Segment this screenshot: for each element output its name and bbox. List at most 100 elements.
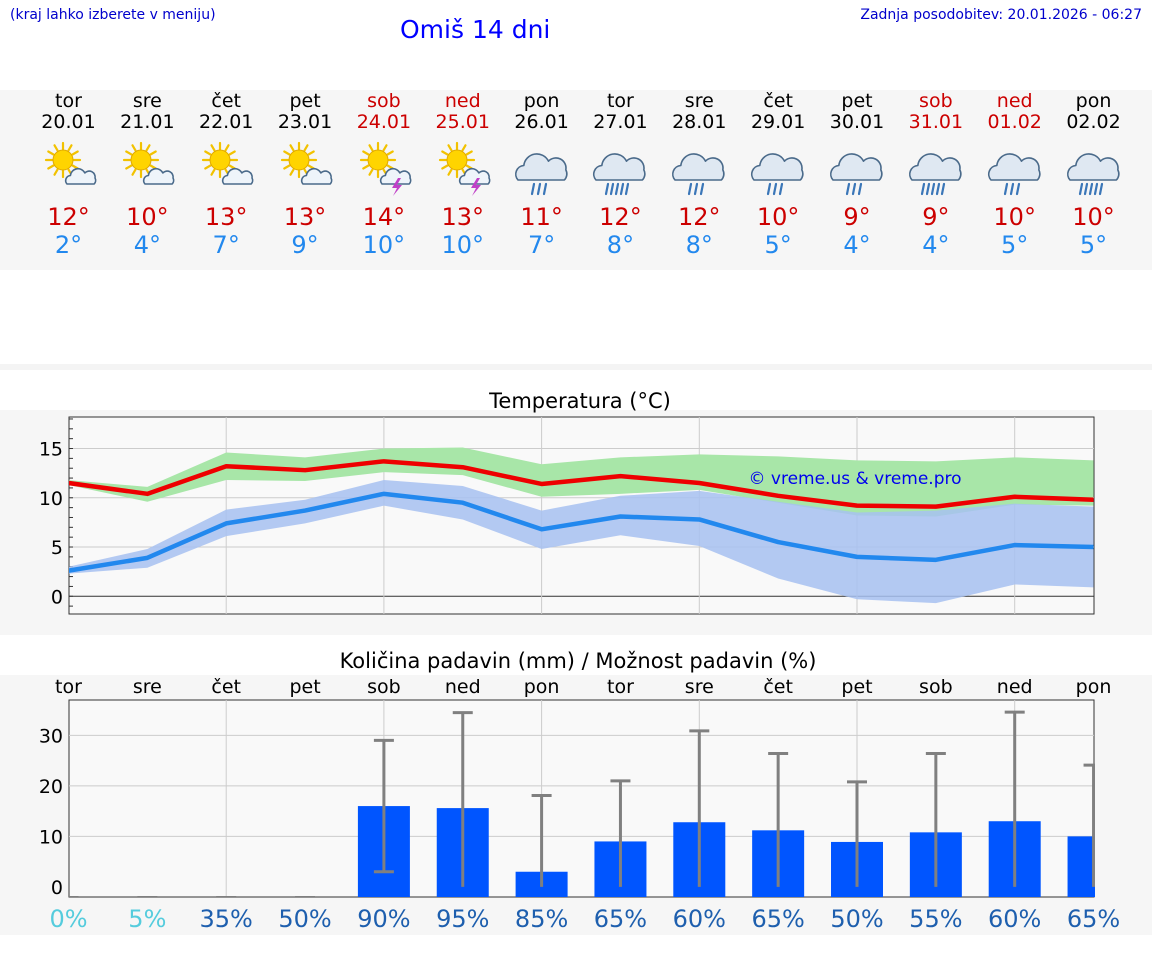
category-label: ned (997, 676, 1033, 698)
day-date: 20.01 (41, 111, 96, 133)
min-temp: 8° (606, 231, 635, 259)
day-name: pon (523, 90, 560, 112)
rain-drop (700, 182, 705, 196)
min-temp: 4° (843, 231, 871, 259)
rain-drop (773, 182, 778, 196)
day-name: tor (55, 90, 82, 112)
min-temp: 10° (362, 231, 406, 259)
rain-drop (530, 182, 535, 196)
weather-icon-holder (580, 133, 660, 203)
sun-cloud-icon (280, 141, 333, 185)
day-column: čet 22.01 13° 7° (186, 90, 266, 259)
min-temp: 2° (54, 231, 83, 259)
sun-ray (283, 150, 291, 156)
rain-drop (1098, 182, 1103, 196)
max-temp: 13° (283, 203, 327, 231)
weather-icon-holder (659, 133, 739, 203)
rain-drop (694, 182, 699, 196)
sun-cloud-icon (44, 141, 96, 185)
y-tick-label: 5 (51, 537, 63, 559)
day-column: sre 28.01 12° 8° (659, 90, 739, 259)
sun-ray (125, 164, 133, 170)
rain-drop (851, 182, 857, 196)
sun-disc (52, 149, 73, 171)
category-label: pon (524, 676, 560, 698)
category-label: tor (55, 676, 82, 698)
category-label: sob (367, 676, 401, 698)
weather-icon-holder (896, 133, 976, 203)
rain-drop (1093, 182, 1098, 196)
sun-thunder-icon (438, 141, 491, 196)
max-temp: 11° (520, 203, 563, 231)
weather-icon-holder (344, 133, 424, 203)
sun-ray (447, 144, 453, 152)
max-temp: 9° (843, 203, 871, 231)
divider (0, 364, 1152, 370)
day-name: tor (606, 90, 634, 112)
day-date: 25.01 (435, 111, 490, 133)
day-name: sre (132, 90, 162, 112)
cloud-shape (379, 167, 412, 185)
weather-icon-holder (738, 133, 818, 203)
category-label: sob (919, 676, 953, 698)
y-tick-label: 15 (39, 439, 63, 461)
rain-drop (930, 182, 935, 196)
precip-probability: 85% (515, 905, 568, 933)
sun-ray (52, 144, 59, 152)
y-tick-label: 0 (51, 877, 63, 899)
day-date: 22.01 (198, 111, 254, 133)
rain-cloud-icon (987, 153, 1041, 196)
day-column: ned 25.01 13° 10° (423, 90, 503, 259)
rain-drop (620, 182, 625, 196)
cloud-shape (830, 153, 883, 181)
rain-drop (1009, 182, 1014, 196)
day-column: pet 23.01 13° 9° (265, 90, 345, 259)
weather-icon-holder (502, 133, 582, 203)
day-column: sre 21.01 10° 4° (107, 90, 187, 259)
sun-ray (368, 144, 374, 152)
heavy-rain-cloud-icon (593, 153, 647, 196)
day-date: 23.01 (277, 111, 333, 133)
day-date: 02.02 (1066, 111, 1121, 133)
heavy-rain-cloud-icon (908, 153, 962, 196)
rain-drop (1003, 182, 1008, 196)
rain-drop (925, 182, 930, 196)
sun-ray (447, 168, 453, 176)
min-temp: 5° (1079, 231, 1108, 259)
rain-cloud-icon (514, 153, 568, 196)
rain-cloud-icon (672, 153, 725, 196)
sun-ray (386, 150, 394, 156)
cloud-shape (751, 153, 804, 181)
rain-drop (615, 182, 620, 196)
rain-drop (688, 182, 693, 196)
rain-drop (935, 182, 940, 196)
sun-ray (362, 164, 370, 170)
precip-probability: 5% (128, 905, 166, 933)
day-column: tor 27.01 12° 8° (580, 90, 660, 259)
rain-drop (1078, 182, 1083, 196)
rain-drop (625, 182, 630, 196)
precip-probability: 35% (200, 905, 253, 933)
min-temp: 10° (441, 231, 485, 259)
rain-drop (767, 182, 772, 196)
rain-drop (845, 182, 851, 196)
precipitation-chart: Količina padavin (mm) / Možnost padavin … (0, 640, 1152, 944)
day-date: 31.01 (908, 111, 964, 133)
day-date: 29.01 (750, 111, 806, 133)
day-name: sob (919, 90, 953, 112)
min-temp: 4° (922, 231, 950, 259)
sun-disc (130, 149, 152, 171)
sun-ray (46, 150, 55, 156)
sun-ray (289, 144, 295, 152)
rain-drop (542, 182, 547, 196)
min-temp: 5° (764, 231, 792, 259)
sun-ray (228, 150, 237, 156)
precip-probability: 60% (988, 905, 1041, 933)
category-label: pon (1076, 676, 1112, 698)
sun-ray (131, 144, 137, 152)
weather-icon-holder (186, 133, 266, 203)
precip-probability: 55% (909, 905, 962, 933)
page-title: Omiš 14 dni (400, 15, 551, 44)
sun-ray (362, 150, 370, 156)
cloud-shape (1066, 153, 1120, 181)
